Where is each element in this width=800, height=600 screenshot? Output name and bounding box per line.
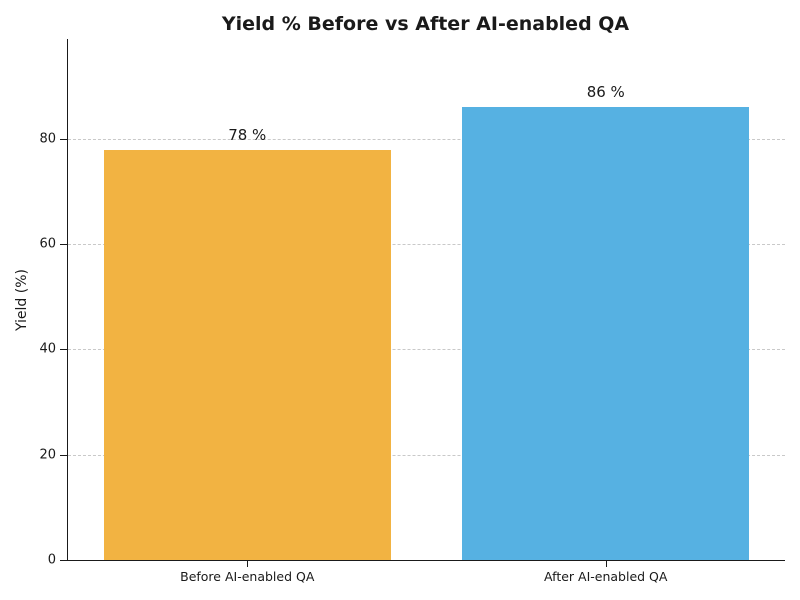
y-axis-tick-label: 20	[39, 447, 56, 463]
gridline	[68, 138, 785, 140]
bar-after	[462, 107, 750, 560]
y-axis-tick-label: 80	[39, 131, 56, 147]
bar-before	[103, 149, 391, 560]
plot-area: 0 20 40 60 80 78 % Before AI-enabled QA 86 % Aft…	[39, 39, 785, 584]
y-axis-tick	[60, 560, 67, 561]
bar-value-label: 78 %	[228, 125, 267, 144]
x-axis-tick-label: Before AI-enabled QA	[180, 569, 315, 584]
y-axis-tick-label: 60	[39, 236, 56, 252]
gridline	[68, 349, 785, 351]
x-axis-tick	[605, 561, 607, 567]
bar-value-label: 86 %	[586, 83, 625, 102]
y-axis-tick-label: 0	[47, 552, 56, 568]
x-axis-tick-label: After AI-enabled QA	[544, 569, 668, 584]
y-axis-tick	[60, 454, 67, 456]
y-axis-label: Yield (%)	[14, 268, 30, 332]
y-axis-tick-label: 40	[39, 341, 56, 357]
x-axis-tick	[247, 561, 249, 567]
chart-title: Yield % Before vs After AI-enabled QA	[221, 13, 630, 35]
gridline	[68, 244, 785, 246]
gridline	[68, 454, 785, 456]
y-axis-tick	[60, 138, 67, 140]
y-axis-tick	[60, 244, 67, 246]
y-axis-tick	[60, 349, 67, 351]
